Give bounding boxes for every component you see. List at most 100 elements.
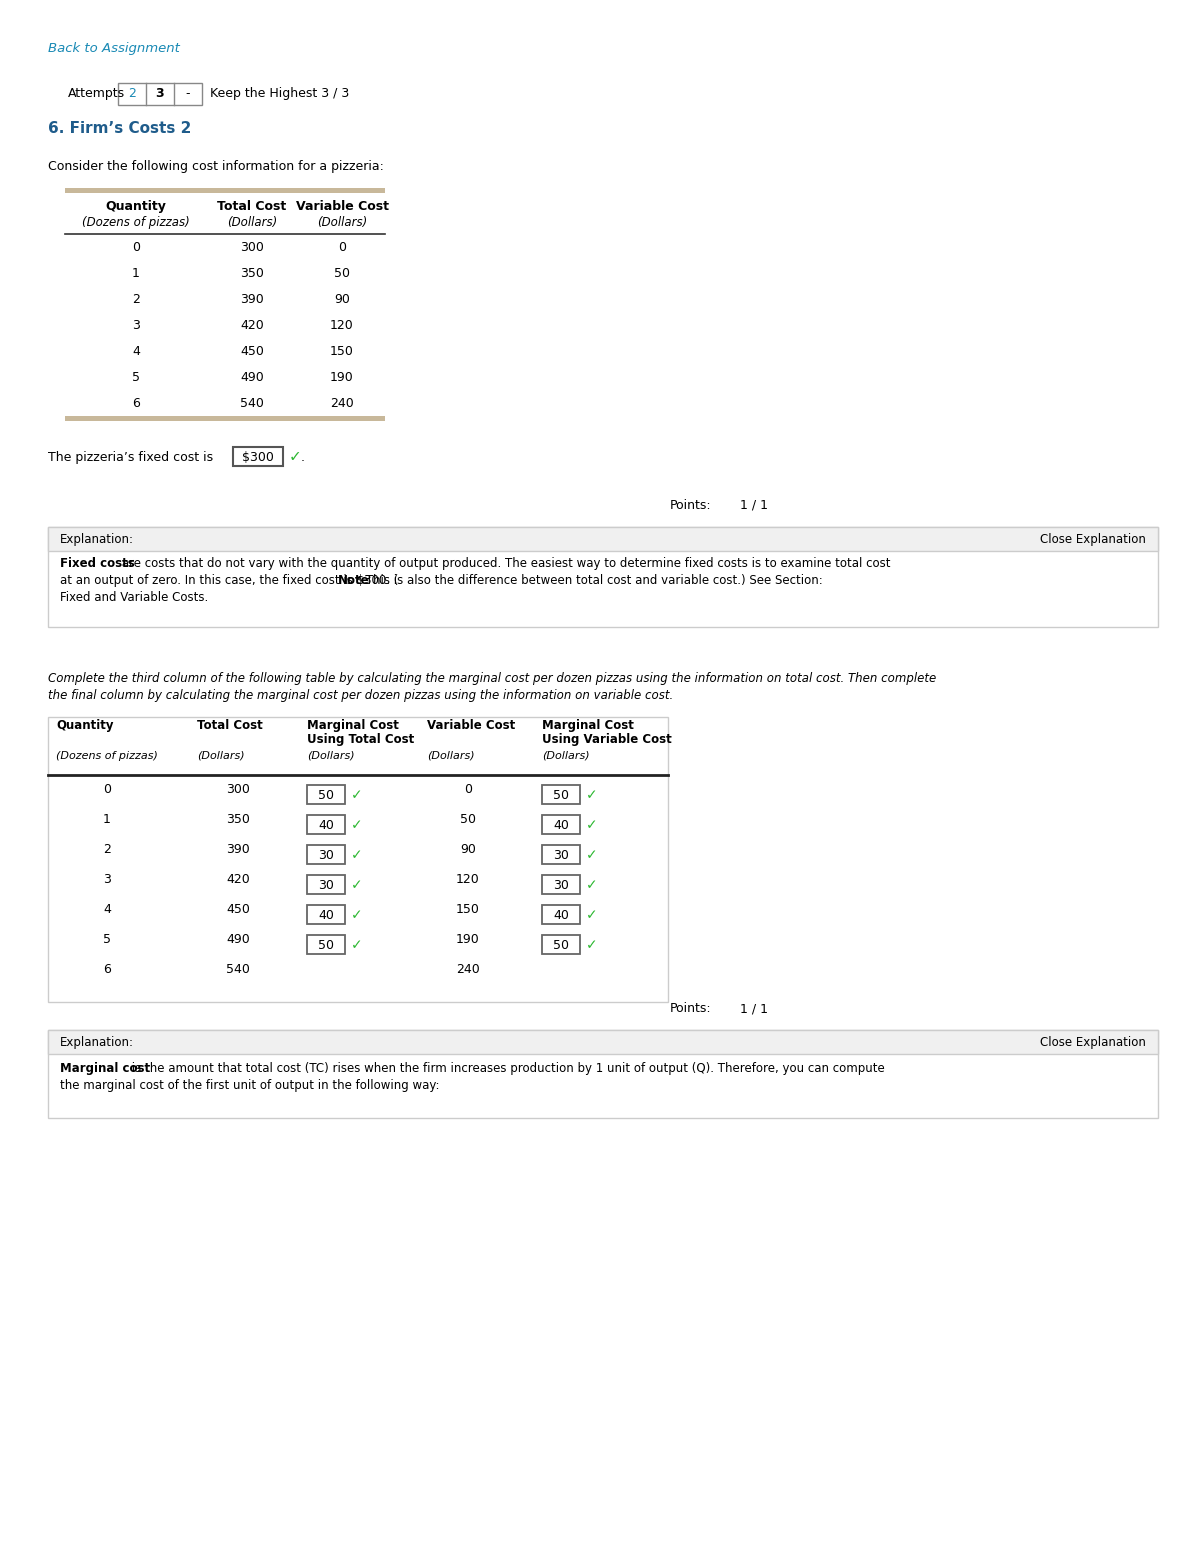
Text: 2: 2	[103, 843, 110, 856]
Text: ✓: ✓	[586, 938, 598, 952]
Text: 30: 30	[553, 879, 569, 891]
Text: 540: 540	[240, 398, 264, 410]
Bar	[542, 905, 580, 924]
Text: Using Total Cost: Using Total Cost	[307, 733, 414, 745]
Text: the marginal cost of the first unit of output in the following way:: the marginal cost of the first unit of o…	[60, 1079, 439, 1092]
Bar	[542, 784, 580, 804]
Bar	[307, 784, 346, 804]
Bar	[118, 82, 202, 106]
Text: 120: 120	[330, 318, 354, 332]
Text: 120: 120	[456, 873, 480, 887]
Text: Using Variable Cost: Using Variable Cost	[542, 733, 672, 745]
Text: 1: 1	[132, 267, 140, 280]
Text: Attempts: Attempts	[68, 87, 125, 99]
Bar	[307, 874, 346, 895]
Text: Points:: Points:	[670, 499, 712, 512]
Text: are costs that do not vary with the quantity of output produced. The easiest way: are costs that do not vary with the quan…	[118, 558, 890, 570]
Text: ✓: ✓	[586, 818, 598, 832]
Text: 3: 3	[103, 873, 110, 887]
Text: 450: 450	[240, 345, 264, 359]
Text: (Dollars): (Dollars)	[197, 752, 245, 761]
Text: 5: 5	[132, 371, 140, 384]
Bar	[542, 815, 580, 834]
Text: (Dozens of pizzas): (Dozens of pizzas)	[56, 752, 158, 761]
Text: 420: 420	[226, 873, 250, 887]
Text: Quantity: Quantity	[56, 719, 114, 731]
Text: the final column by calculating the marginal cost per dozen pizzas using the inf: the final column by calculating the marg…	[48, 690, 673, 702]
Bar	[48, 526, 1158, 551]
Bar	[307, 845, 346, 863]
Text: 420: 420	[240, 318, 264, 332]
Text: Close Explanation: Close Explanation	[1040, 1036, 1146, 1048]
Text: (Dollars): (Dollars)	[307, 752, 355, 761]
Bar	[307, 935, 346, 954]
Text: 4: 4	[103, 902, 110, 916]
Text: ✓: ✓	[586, 848, 598, 862]
Bar	[65, 188, 385, 193]
Text: 150: 150	[330, 345, 354, 359]
Text: 2: 2	[132, 294, 140, 306]
Bar	[542, 845, 580, 863]
Text: 3: 3	[132, 318, 140, 332]
Text: 50: 50	[553, 940, 569, 952]
Text: 5: 5	[103, 933, 112, 946]
Text: ✓: ✓	[586, 787, 598, 801]
Text: The pizzeria’s fixed cost is: The pizzeria’s fixed cost is	[48, 450, 214, 464]
Bar	[48, 1030, 1158, 1054]
Text: is the amount that total cost (TC) rises when the firm increases production by 1: is the amount that total cost (TC) rises…	[128, 1062, 884, 1075]
Text: Points:: Points:	[670, 1002, 712, 1016]
Text: (Dollars): (Dollars)	[542, 752, 589, 761]
Text: 6. Firm’s Costs 2: 6. Firm’s Costs 2	[48, 121, 191, 137]
Text: 540: 540	[226, 963, 250, 975]
Text: 3: 3	[156, 87, 164, 99]
Bar	[48, 717, 668, 1002]
Bar	[48, 526, 1158, 627]
Text: Fixed and Variable Costs.: Fixed and Variable Costs.	[60, 592, 209, 604]
Text: 30: 30	[318, 849, 334, 862]
Bar	[65, 416, 385, 421]
Text: 240: 240	[456, 963, 480, 975]
Text: Close Explanation: Close Explanation	[1040, 533, 1146, 547]
Text: Variable Cost: Variable Cost	[295, 200, 389, 213]
Text: 0: 0	[338, 241, 346, 255]
Text: Total Cost: Total Cost	[217, 200, 287, 213]
Text: ✓: ✓	[352, 818, 362, 832]
Text: 50: 50	[334, 267, 350, 280]
Text: 40: 40	[318, 818, 334, 832]
Text: 6: 6	[103, 963, 110, 975]
Text: Consider the following cost information for a pizzeria:: Consider the following cost information …	[48, 160, 384, 172]
Text: ✓: ✓	[586, 877, 598, 891]
Text: Explanation:: Explanation:	[60, 533, 134, 547]
Text: ✓: ✓	[352, 877, 362, 891]
Text: 40: 40	[553, 818, 569, 832]
Text: Fixed costs: Fixed costs	[60, 558, 134, 570]
Text: 50: 50	[318, 940, 334, 952]
Text: 30: 30	[553, 849, 569, 862]
Text: 0: 0	[464, 783, 472, 797]
Text: $300: $300	[242, 450, 274, 464]
Text: Keep the Highest 3 / 3: Keep the Highest 3 / 3	[210, 87, 349, 99]
Text: Note: Note	[338, 575, 370, 587]
Text: 4: 4	[132, 345, 140, 359]
Bar	[307, 905, 346, 924]
Text: 390: 390	[240, 294, 264, 306]
Text: 350: 350	[226, 814, 250, 826]
Text: 490: 490	[240, 371, 264, 384]
Text: 2: 2	[128, 87, 136, 99]
Bar	[48, 1030, 1158, 1118]
Text: (Dollars): (Dollars)	[227, 216, 277, 228]
Text: 1: 1	[103, 814, 110, 826]
Text: (Dollars): (Dollars)	[317, 216, 367, 228]
Text: ✓: ✓	[352, 909, 362, 922]
Text: (Dozens of pizzas): (Dozens of pizzas)	[82, 216, 190, 228]
Text: 50: 50	[318, 789, 334, 801]
Bar	[542, 874, 580, 895]
Text: 0: 0	[103, 783, 112, 797]
Text: : This is also the difference between total cost and variable cost.) See Section: : This is also the difference between to…	[358, 575, 823, 587]
Text: 490: 490	[226, 933, 250, 946]
Bar	[307, 815, 346, 834]
Text: 0: 0	[132, 241, 140, 255]
Text: Quantity: Quantity	[106, 200, 167, 213]
Text: Complete the third column of the following table by calculating the marginal cos: Complete the third column of the followi…	[48, 672, 936, 685]
Text: 30: 30	[318, 879, 334, 891]
